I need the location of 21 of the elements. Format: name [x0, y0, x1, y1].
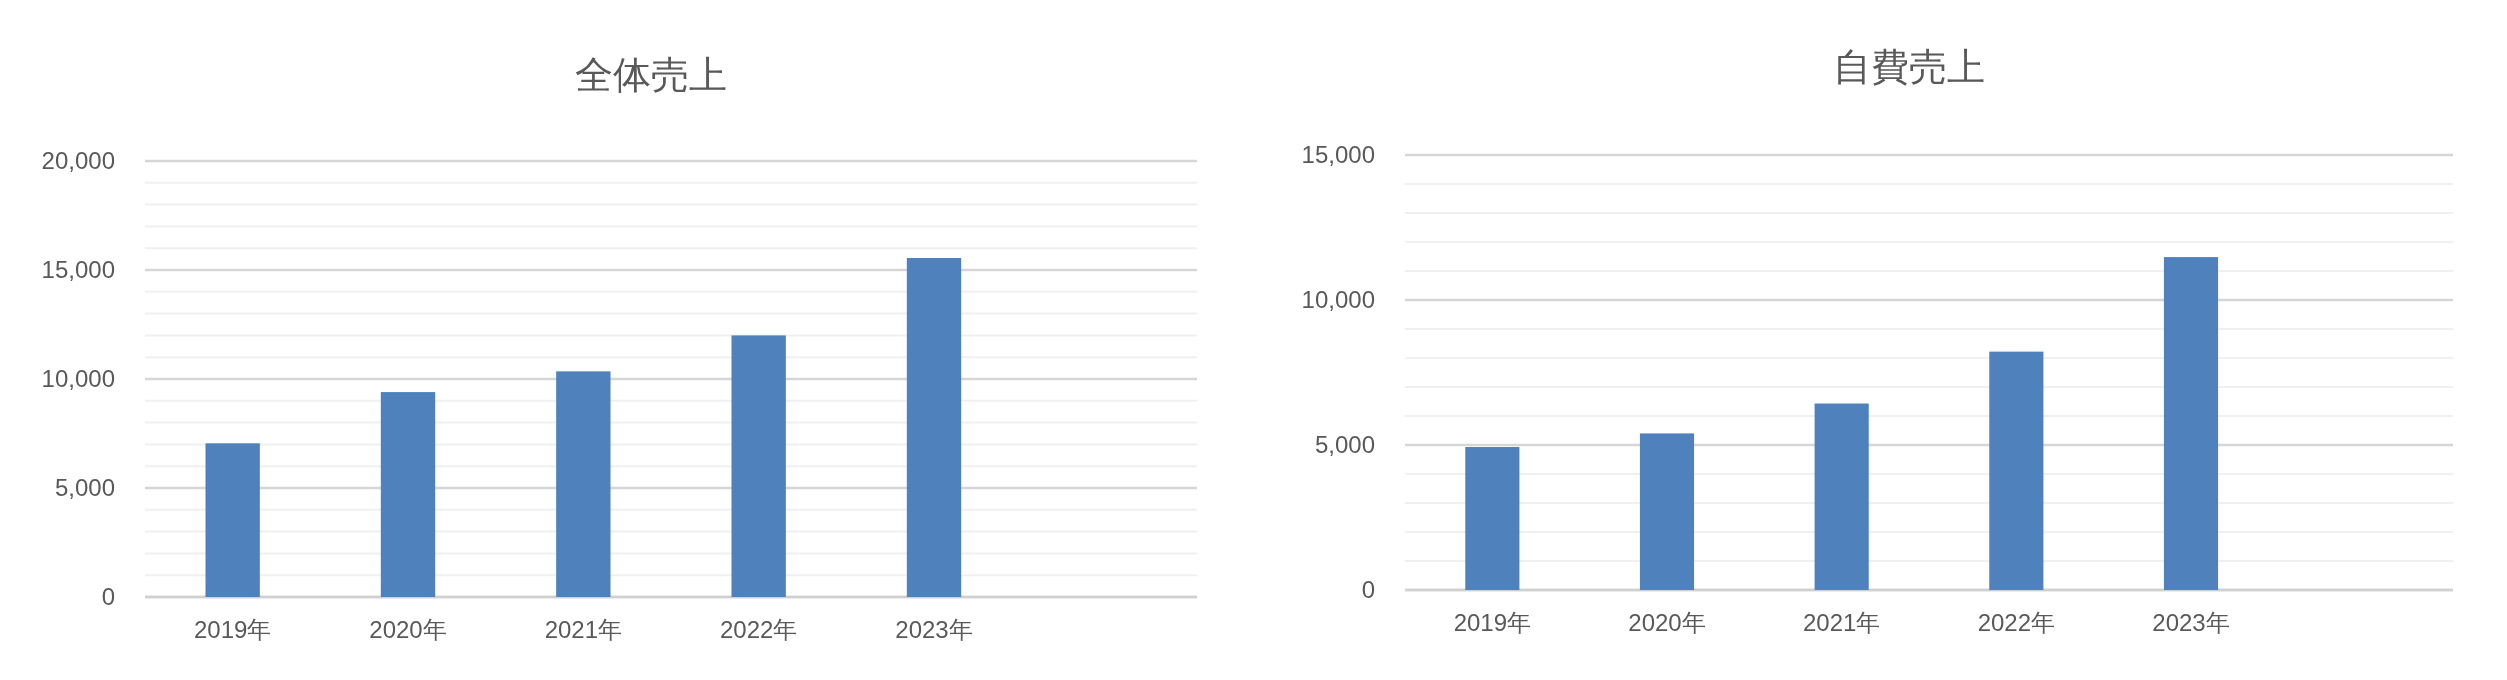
x-tick-label: 2020年: [1628, 609, 1706, 636]
x-tick-label: 2019年: [193, 616, 272, 643]
y-tick-label: 15,000: [41, 256, 115, 283]
y-tick-label: 10,000: [1301, 286, 1375, 313]
y-tick-label: 15,000: [1301, 141, 1375, 168]
y-tick-label: 5,000: [54, 474, 115, 501]
y-tick-label: 5,000: [1314, 431, 1375, 458]
x-tick-label: 2021年: [544, 616, 623, 643]
y-tick-label: 0: [1361, 576, 1375, 603]
x-tick-label: 2020年: [369, 616, 447, 643]
y-tick-label: 0: [101, 583, 115, 610]
x-tick-label: 2023年: [2152, 609, 2230, 636]
y-tick-label: 10,000: [41, 365, 115, 392]
y-tick-label: 20,000: [41, 147, 115, 174]
x-tick-label: 2022年: [1977, 609, 2056, 636]
chart-title: 自費売上: [1833, 46, 1985, 88]
chart-title: 全体売上: [575, 54, 727, 96]
x-tick-label: 2022年: [719, 616, 798, 643]
x-tick-label: 2019年: [1453, 609, 1532, 636]
x-tick-label: 2021年: [1802, 609, 1881, 636]
x-tick-label: 2023年: [895, 616, 973, 643]
